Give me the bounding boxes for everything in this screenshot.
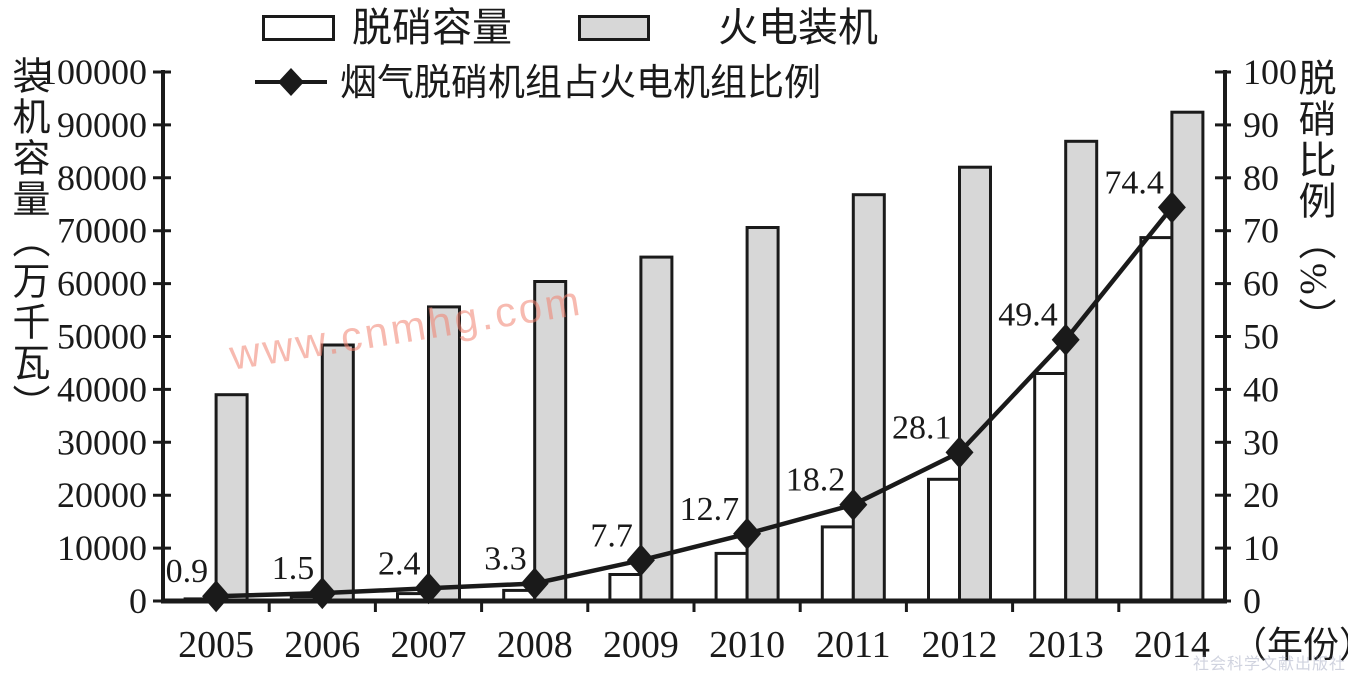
x-axis-year-label: 2010 xyxy=(709,624,785,666)
bar-2008 xyxy=(533,280,568,603)
diamond-marker xyxy=(308,577,337,610)
ratio-data-label: 12.7 xyxy=(680,491,740,528)
bar-2014 xyxy=(1170,110,1205,603)
x-axis-year-label: 2013 xyxy=(1028,624,1104,666)
right-axis-tick-label: 90 xyxy=(1243,105,1279,145)
diamond-marker xyxy=(733,517,762,550)
x-axis-year-label: 2009 xyxy=(603,624,679,666)
diamond-marker xyxy=(945,436,974,469)
bar-2013 xyxy=(1033,372,1068,603)
ratio-data-label: 49.4 xyxy=(998,297,1058,334)
right-axis-tick-label: 60 xyxy=(1243,264,1279,304)
legend-line-diamond-marker xyxy=(255,68,327,96)
ratio-data-label: 1.5 xyxy=(272,550,315,587)
x-axis-year-label: 2012 xyxy=(922,624,998,666)
left-axis-tick-label: 70000 xyxy=(57,211,147,251)
x-axis-year-label: 2005 xyxy=(178,624,254,666)
bar-2011 xyxy=(820,525,855,603)
diamond-marker xyxy=(839,488,868,521)
ratio-data-label: 2.4 xyxy=(378,545,421,582)
left-axis-tick-label: 20000 xyxy=(57,475,147,515)
right-axis-tick-label: 50 xyxy=(1243,317,1279,357)
watermark-publisher: 社会科学文献出版社 xyxy=(1192,656,1346,673)
left-axis-tick-label: 60000 xyxy=(57,264,147,304)
right-axis-tick-label: 40 xyxy=(1243,369,1279,409)
legend-label-denox-ratio: 烟气脱硝机组占火电机组比例 xyxy=(340,63,821,104)
diamond-marker xyxy=(520,567,549,600)
bar-2009 xyxy=(639,255,674,603)
left-axis-tick-label: 80000 xyxy=(57,158,147,198)
left-axis-tick-label: 50000 xyxy=(57,317,147,357)
bar-2014 xyxy=(1139,236,1174,603)
ratio-data-label: 18.2 xyxy=(786,462,846,499)
right-axis-tick-label: 30 xyxy=(1243,422,1279,462)
right-axis-tick-label: 100 xyxy=(1243,52,1297,92)
right-axis-tick-label: 10 xyxy=(1243,528,1279,568)
ratio-data-label: 28.1 xyxy=(892,409,952,446)
legend-label-denox-capacity: 脱硝容量 xyxy=(352,5,512,50)
x-axis-year-label: 2014 xyxy=(1134,624,1210,666)
bar-2009 xyxy=(608,573,643,603)
bar-2007 xyxy=(427,305,461,603)
left-axis-tick-label: 40000 xyxy=(57,369,147,409)
right-axis-tick-label: 80 xyxy=(1243,158,1279,198)
ratio-data-label: 3.3 xyxy=(484,541,527,578)
x-axis-year-label: 2008 xyxy=(497,624,573,666)
bar-2012 xyxy=(927,477,961,603)
right-axis-tick-label: 20 xyxy=(1243,475,1279,515)
legend-swatch-thermal-installed xyxy=(578,15,650,41)
bar-2010 xyxy=(745,226,780,603)
left-axis-tick-label: 10000 xyxy=(57,528,147,568)
diamond-marker xyxy=(626,544,655,577)
ratio-data-label: 74.4 xyxy=(1104,164,1164,201)
legend-label-thermal-installed: 火电装机 xyxy=(718,5,878,50)
diamond-marker xyxy=(1051,323,1080,356)
ratio-data-label: 7.7 xyxy=(590,517,633,554)
bar-2012 xyxy=(958,165,992,603)
x-axis-unit-label: （年份） xyxy=(1231,625,1348,665)
bar-2010 xyxy=(714,551,749,603)
left-axis-title: 装机容量（万千瓦） xyxy=(6,56,48,425)
left-axis-tick-label: 90000 xyxy=(57,105,147,145)
ratio-data-label: 0.9 xyxy=(166,553,209,590)
bar-2011 xyxy=(851,193,886,603)
diamond-marker xyxy=(414,572,443,605)
x-axis-year-label: 2007 xyxy=(391,624,467,666)
left-axis-tick-label: 100000 xyxy=(39,52,147,92)
bar-2005 xyxy=(214,393,249,603)
diamond-marker xyxy=(1157,191,1186,224)
left-axis-tick-label: 0 xyxy=(129,581,147,621)
bar-2006 xyxy=(320,343,355,603)
bar-2013 xyxy=(1064,139,1099,603)
right-axis-tick-label: 0 xyxy=(1243,581,1261,621)
x-axis-year-label: 2011 xyxy=(816,624,891,666)
left-axis-tick-label: 30000 xyxy=(57,422,147,462)
legend-swatch-denox-capacity xyxy=(262,15,335,41)
diamond-marker xyxy=(202,580,231,613)
right-axis-title: 脱硝比例（%） xyxy=(1292,58,1334,339)
ratio-line xyxy=(216,205,1174,599)
x-axis-year-label: 2006 xyxy=(284,624,360,666)
right-axis-tick-label: 70 xyxy=(1243,211,1279,251)
